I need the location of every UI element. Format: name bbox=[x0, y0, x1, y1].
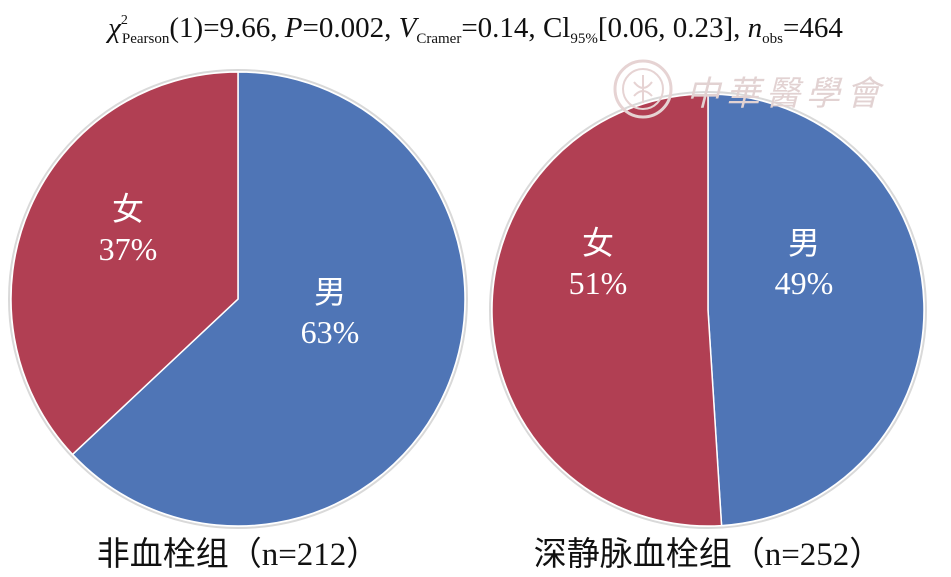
ci-subscript: 95% bbox=[570, 31, 598, 47]
pie-slice bbox=[491, 93, 723, 527]
pie-caption: 非血栓组（n=212） bbox=[97, 536, 380, 573]
slice-percent-label: 51% bbox=[569, 265, 628, 301]
v-value: =0.14, bbox=[461, 12, 543, 44]
slice-category-label: 男 bbox=[314, 274, 346, 310]
stats-header: χ2 Pearson(1)=9.66, P=0.002, VCramer=0.14… bbox=[0, 12, 951, 48]
n-letter: n bbox=[747, 12, 763, 44]
v-subscript: Cramer bbox=[416, 31, 462, 47]
slice-percent-label: 63% bbox=[301, 314, 360, 350]
n-subscript: obs bbox=[762, 31, 784, 47]
v-letter: V bbox=[398, 12, 417, 44]
chi-value: (1)=9.66, bbox=[169, 12, 285, 44]
pie-caption: 深静脉血栓组（n=252） bbox=[534, 536, 883, 573]
slice-percent-label: 49% bbox=[775, 265, 834, 301]
slice-category-label: 女 bbox=[582, 225, 614, 261]
pie-slice bbox=[71, 71, 466, 527]
ci-value: [0.06, 0.23], bbox=[597, 12, 748, 44]
n-value: =464 bbox=[783, 12, 843, 44]
slice-category-label: 女 bbox=[112, 191, 144, 227]
slice-percent-label: 37% bbox=[99, 231, 158, 267]
slice-category-label: 男 bbox=[788, 225, 820, 261]
p-letter: P bbox=[284, 12, 303, 44]
chi-symbol: χ bbox=[108, 12, 121, 44]
chi-subscript: Pearson bbox=[121, 31, 170, 47]
pie-slice bbox=[707, 93, 925, 527]
watermark-text: 中華醫學會 bbox=[686, 74, 886, 114]
chi-superscript: 2 bbox=[120, 13, 128, 28]
p-value: =0.002, bbox=[302, 12, 399, 44]
pie-slice bbox=[10, 71, 239, 456]
ci-letters: Cl bbox=[542, 12, 571, 44]
watermark: 中華醫學會 bbox=[612, 59, 912, 120]
seal-icon bbox=[613, 59, 673, 119]
